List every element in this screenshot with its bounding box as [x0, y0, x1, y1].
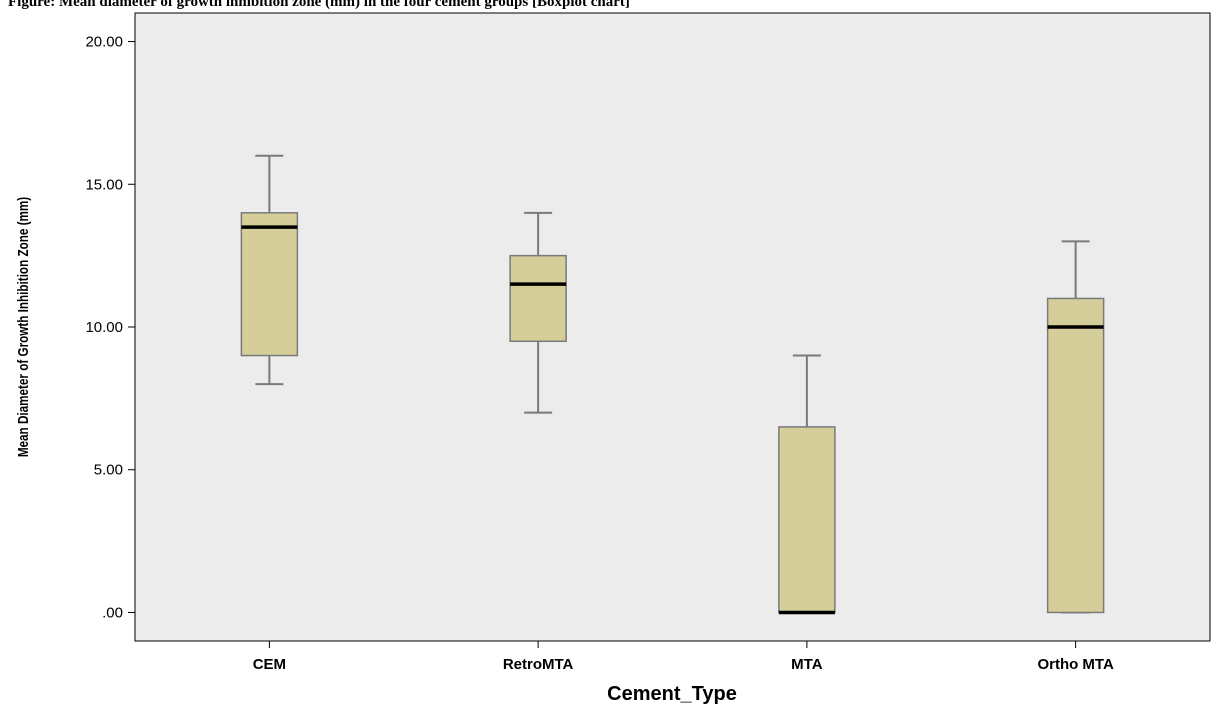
- plot-area: [134, 12, 1211, 642]
- iqr-box: [509, 254, 567, 343]
- figure-caption: Figure: Mean diameter of growth inhibiti…: [8, 0, 630, 10]
- y-axis: .00 5.00 10.00 15.00 20.00: [85, 34, 135, 621]
- y-tick-label: 10.00: [85, 319, 123, 336]
- box-mta: [778, 354, 836, 615]
- iqr-box: [778, 426, 836, 614]
- iqr-box: [240, 212, 299, 357]
- x-tick-label: MTA: [791, 656, 823, 673]
- boxes-group: [240, 154, 1105, 615]
- y-tick-label: .00: [102, 604, 123, 621]
- y-axis-title: Mean Diameter of Growth Inhibition Zone …: [15, 197, 32, 457]
- box-cem: [240, 154, 299, 386]
- y-tick-label: 20.00: [85, 34, 123, 51]
- x-tick-label: RetroMTA: [503, 656, 574, 673]
- x-tick-label: Ortho MTA: [1037, 656, 1114, 673]
- box-ortho-mta: [1046, 240, 1105, 614]
- y-tick-label: 15.00: [85, 176, 123, 193]
- iqr-box: [1046, 297, 1105, 614]
- x-axis: CEM RetroMTA MTA Ortho MTA: [253, 641, 1114, 673]
- box-retromta: [509, 211, 567, 414]
- x-tick-label: CEM: [253, 656, 286, 673]
- x-axis-title: Cement_Type: [607, 683, 737, 705]
- y-tick-label: 5.00: [94, 462, 123, 479]
